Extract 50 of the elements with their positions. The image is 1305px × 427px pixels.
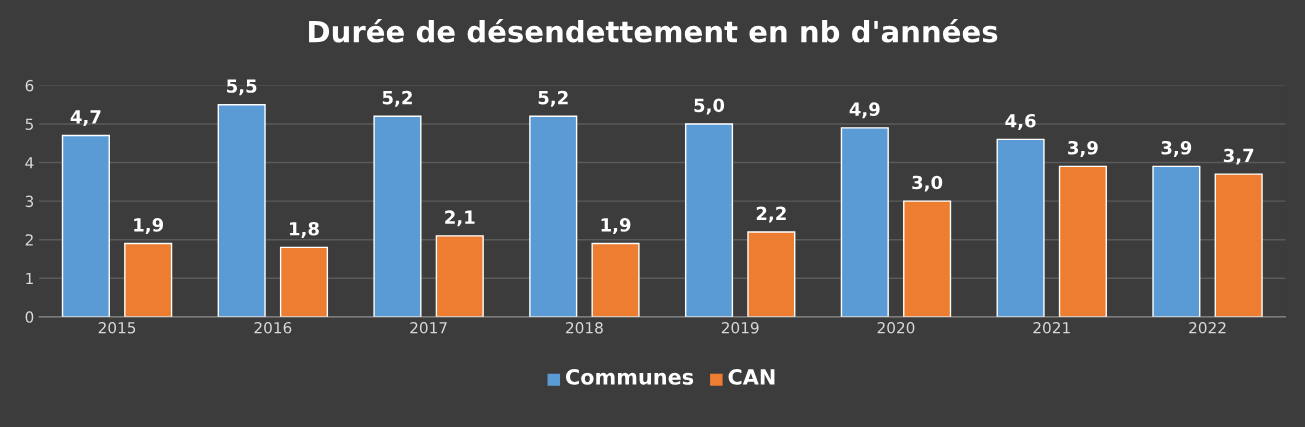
data-label: 1,9 [134,218,164,235]
x-tick-label: 2016 [254,321,292,334]
data-label: 5,2 [538,90,568,107]
bar [747,231,796,317]
data-label: 3,7 [1223,148,1254,165]
legend-label: Communes [565,369,694,385]
chart-title: Durée de désendettement en nb d'années [309,18,998,43]
data-label: 1,9 [601,218,631,235]
y-tick-label: 1 [26,272,33,285]
bar [840,127,889,317]
x-tick-label: 2015 [98,321,136,334]
bar [373,115,422,317]
y-tick-label: 6 [25,79,34,92]
bar [279,246,329,317]
data-label: 4,9 [849,102,880,119]
legend-label: CAN [728,369,775,385]
data-label: 3,0 [912,175,943,192]
data-label: 5,5 [227,79,257,96]
data-label: 4,6 [1005,113,1036,130]
data-label: 3,9 [1161,140,1192,157]
bar [61,134,110,317]
bar [217,103,266,317]
bar [903,200,952,317]
bar [435,235,484,317]
y-tick-label: 5 [25,118,33,130]
bar [124,242,173,317]
data-label: 1,8 [290,221,319,238]
x-tick-label: 2022 [1189,321,1226,334]
x-tick-label: 2021 [1033,321,1070,334]
data-label: 4,7 [70,110,101,127]
x-tick-label: 2018 [566,321,603,334]
data-label: 3,9 [1068,140,1098,157]
bar [1214,173,1263,317]
data-label: 2,2 [756,206,786,223]
bar [1152,165,1201,317]
bar [529,115,578,317]
x-tick-label: 2020 [877,321,915,334]
data-label: 5,0 [694,98,725,115]
bar [996,138,1045,317]
data-label: 5,2 [382,90,412,107]
y-tick-label: 4 [25,157,34,169]
bar [684,123,734,317]
y-tick-label: 3 [25,195,34,208]
bar [1058,165,1107,317]
data-label: 2,1 [445,210,475,227]
x-tick-label: 2019 [721,321,759,334]
y-tick-label: 2 [25,234,33,246]
x-tick-label: 2017 [410,321,447,334]
bar [591,242,640,317]
y-tick-label: 0 [25,311,34,323]
